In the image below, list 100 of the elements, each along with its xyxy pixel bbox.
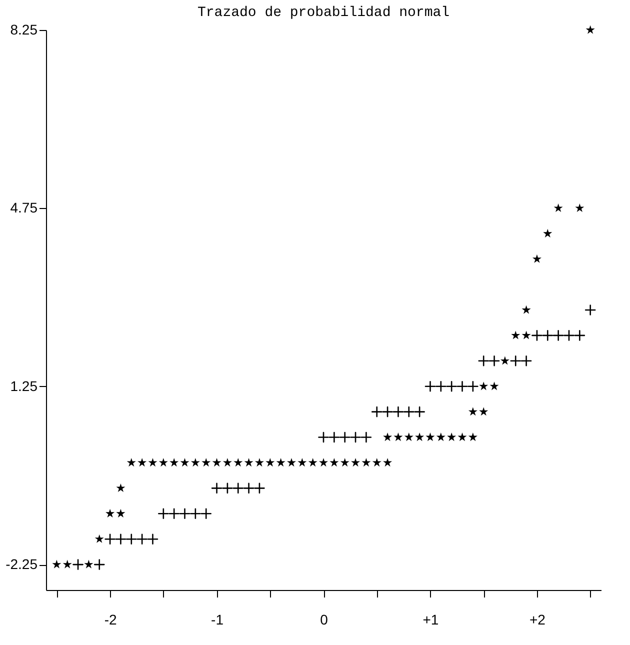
point xyxy=(116,483,126,492)
point xyxy=(52,560,62,568)
point xyxy=(500,356,510,365)
point xyxy=(179,508,190,520)
point xyxy=(383,432,392,442)
point xyxy=(372,458,382,467)
x-tick-label: -1 xyxy=(211,612,224,628)
point xyxy=(72,559,84,570)
point xyxy=(286,458,296,467)
point xyxy=(554,203,563,212)
y-tick-label: 4.75 xyxy=(10,200,38,216)
point xyxy=(190,508,201,520)
point xyxy=(490,382,499,390)
point xyxy=(479,382,488,390)
point xyxy=(340,458,350,467)
point xyxy=(104,534,116,544)
point xyxy=(62,560,72,568)
point xyxy=(415,432,424,442)
point xyxy=(318,432,329,443)
y-tick-label: 8.25 xyxy=(10,22,38,38)
point xyxy=(222,458,232,467)
x-tick-label: 0 xyxy=(320,612,328,628)
point xyxy=(94,559,105,570)
point xyxy=(318,458,328,467)
point xyxy=(350,432,361,443)
x-tick-label: +1 xyxy=(422,612,439,628)
point xyxy=(574,330,586,341)
point xyxy=(584,304,596,316)
point xyxy=(266,458,275,467)
point xyxy=(371,406,382,418)
point xyxy=(362,458,371,467)
point xyxy=(468,432,478,442)
point xyxy=(190,458,200,467)
point xyxy=(328,432,340,443)
point xyxy=(510,356,522,366)
point xyxy=(168,508,180,520)
point xyxy=(308,458,318,467)
point xyxy=(458,432,467,442)
point xyxy=(126,458,136,467)
point xyxy=(94,534,104,543)
point xyxy=(211,482,222,494)
point xyxy=(436,432,446,442)
point xyxy=(543,228,552,238)
point xyxy=(436,380,446,392)
x-tick-label: -2 xyxy=(104,612,117,628)
point xyxy=(520,356,532,366)
point xyxy=(564,330,574,341)
point xyxy=(106,508,115,518)
point xyxy=(136,534,148,544)
point xyxy=(212,458,222,467)
point xyxy=(254,482,265,494)
point xyxy=(532,330,542,341)
point xyxy=(202,458,211,467)
point xyxy=(116,508,126,518)
point xyxy=(414,406,425,418)
point xyxy=(138,458,147,467)
point xyxy=(200,508,212,520)
point xyxy=(575,203,584,212)
point xyxy=(456,380,468,392)
point xyxy=(424,380,436,392)
point xyxy=(115,534,126,544)
y-tick-label: -2.25 xyxy=(6,556,38,572)
point xyxy=(468,380,478,392)
point xyxy=(339,432,350,443)
point xyxy=(243,482,254,494)
point xyxy=(522,330,531,340)
point xyxy=(232,482,244,494)
point xyxy=(511,330,520,340)
point xyxy=(148,458,158,467)
point xyxy=(426,432,435,442)
point xyxy=(351,458,360,467)
point xyxy=(383,458,392,467)
point xyxy=(382,406,393,418)
point xyxy=(84,560,94,568)
point xyxy=(330,458,339,467)
point xyxy=(404,432,414,442)
point xyxy=(392,406,404,418)
point xyxy=(394,432,403,442)
point xyxy=(254,458,264,467)
point xyxy=(403,406,414,418)
point xyxy=(298,458,307,467)
y-tick-label: 1.25 xyxy=(10,378,38,394)
point xyxy=(222,482,233,494)
point xyxy=(586,25,595,34)
point xyxy=(158,508,169,520)
point xyxy=(478,356,489,366)
point xyxy=(522,305,531,314)
point xyxy=(234,458,243,467)
point xyxy=(126,534,137,544)
point xyxy=(532,254,542,263)
chart-title: Trazado de probabilidad normal xyxy=(197,5,450,21)
point xyxy=(446,380,457,392)
point xyxy=(542,330,554,341)
point xyxy=(479,407,488,416)
point xyxy=(552,330,564,341)
point xyxy=(488,356,500,366)
point xyxy=(360,432,372,443)
x-tick-label: +2 xyxy=(529,612,546,628)
point xyxy=(170,458,179,467)
point xyxy=(447,432,456,442)
